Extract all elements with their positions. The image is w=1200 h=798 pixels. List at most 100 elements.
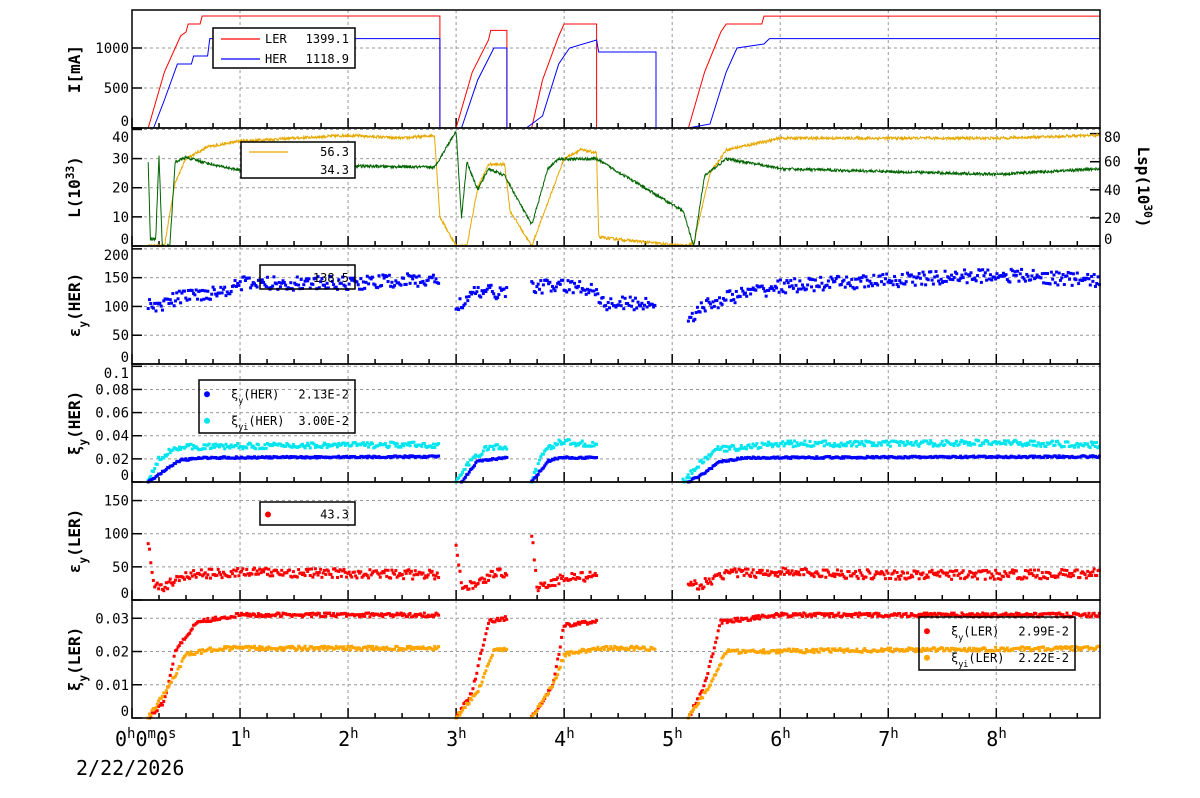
data-point [431,442,435,446]
data-point [262,447,266,451]
data-point [972,571,976,575]
data-point [214,615,218,619]
text-part: (HER) [248,414,284,428]
data-point [868,571,872,575]
data-point [730,292,734,296]
data-point [804,287,808,291]
text-part: h [890,726,898,742]
data-point [587,291,591,295]
data-point [212,445,216,449]
data-point [172,304,176,308]
data-point [852,571,856,575]
data-point [953,270,957,274]
data-point [535,469,539,473]
data-point [474,584,478,588]
data-point [823,614,827,618]
data-point [994,568,998,572]
data-point [280,281,284,285]
data-point [194,445,198,449]
data-point [1092,567,1096,571]
data-point [844,444,848,448]
data-point [190,574,194,578]
data-point [245,567,249,571]
data-point [205,620,209,624]
data-point [1023,442,1027,446]
data-point [1030,439,1034,443]
data-point [912,275,916,279]
data-point [206,289,210,293]
data-point [539,469,543,473]
data-point [481,449,485,453]
data-point [1061,613,1065,617]
data-point [184,445,188,449]
data-point [763,289,767,293]
data-point [487,621,491,625]
data-point [437,645,441,649]
data-point [723,571,727,575]
data-point [1030,454,1034,458]
data-point [278,442,282,446]
data-point [393,441,397,445]
data-point [531,713,535,717]
data-point [208,297,212,301]
data-point [1048,572,1052,576]
data-point [982,569,986,573]
data-point [380,284,384,288]
data-point [1019,442,1023,446]
data-point [223,285,227,289]
data-point [378,613,382,617]
legend-box [259,501,356,526]
data-point [728,447,732,451]
data-point [862,444,866,448]
data-point [319,280,323,284]
data-point [978,268,982,272]
data-point [706,688,710,692]
data-point [312,572,316,576]
data-point [702,306,706,310]
data-point [158,703,162,707]
data-point [355,648,359,652]
data-point [1034,612,1038,616]
data-point [843,285,847,289]
data-point [242,275,246,279]
data-point [367,611,371,615]
data-point [260,278,264,282]
data-point [547,692,551,696]
data-point [374,645,378,649]
data-point [973,647,977,651]
data-point [882,573,886,577]
data-point [155,462,159,466]
data-point [210,650,214,654]
data-point [580,439,584,443]
data-point [802,573,806,577]
data-point [703,309,707,313]
data-point [715,447,719,451]
data-point [1007,574,1011,578]
data-point [721,444,725,448]
data-point [234,569,238,573]
data-point [354,441,358,445]
data-point [163,691,167,695]
data-point [498,618,502,622]
data-point [1056,283,1060,287]
x-tick-label: 4h [554,726,574,751]
data-point [854,569,858,573]
data-point [543,581,547,585]
data-point [359,570,363,574]
data-point [162,456,166,460]
text-part: y [958,632,963,642]
data-point [166,452,170,456]
data-point [786,439,790,443]
data-point [317,647,321,651]
data-point [480,289,484,293]
data-point [476,581,480,585]
data-point [326,569,330,573]
data-point [921,646,925,650]
data-point [373,647,377,651]
data-point [343,570,347,574]
data-point [294,283,298,287]
data-point [557,280,561,284]
data-point [211,443,215,447]
data-point [841,614,845,618]
y-axis-label: εy(HER) [65,273,90,338]
